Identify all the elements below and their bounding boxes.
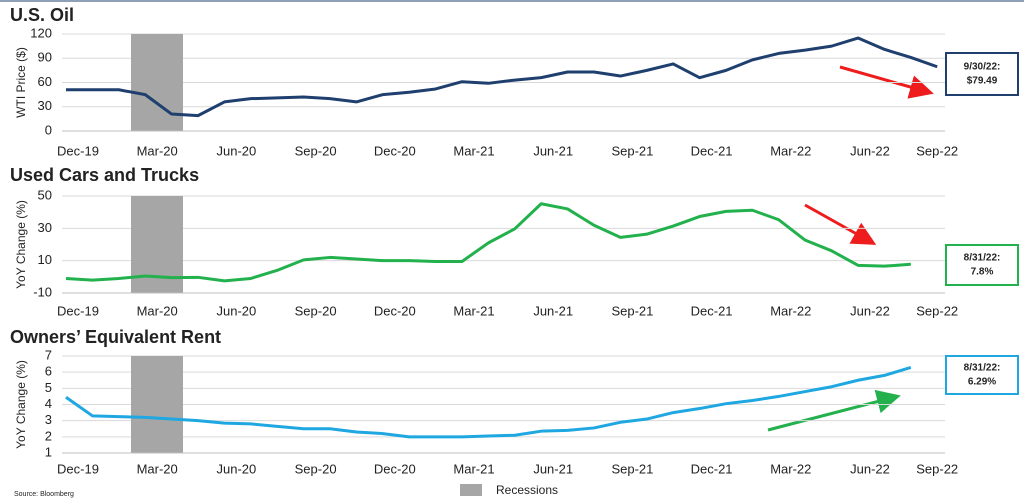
x-tick-label: Sep-21 [611,461,653,476]
x-tick-label: Dec-19 [57,461,99,476]
x-tick-label: Mar-22 [770,143,811,158]
x-tick-label: Jun-20 [217,143,257,158]
y-tick-label: 30 [38,98,52,113]
y-tick-label: 30 [38,220,52,235]
trend-arrow [804,203,877,245]
annotation-text: 8/31/22: [964,363,1001,374]
x-tick-label: Jun-22 [850,461,890,476]
annotation-text: 7.8% [971,267,994,278]
x-tick-label: Dec-21 [691,143,733,158]
x-tick-label: Mar-20 [137,461,178,476]
annotation-text: $79.49 [967,76,998,87]
x-tick-label: Sep-20 [295,461,337,476]
x-tick-label: Mar-22 [770,303,811,318]
x-tick-label: Jun-21 [533,303,573,318]
x-tick-label: Jun-22 [850,303,890,318]
y-tick-label: 5 [45,380,52,395]
x-tick-label: Jun-20 [217,303,257,318]
data-line [65,366,912,439]
x-tick-label: Jun-21 [533,461,573,476]
source: Source: Bloomberg [14,491,74,498]
y-tick-label: -10 [33,284,52,299]
y-axis-label: YoY Change (%) [14,200,28,289]
y-tick-label: 6 [45,364,52,379]
chart-title: Used Cars and Trucks [10,165,199,185]
y-tick-label: 0 [45,122,52,137]
x-tick-label: Sep-20 [295,303,337,318]
y-tick-label: 50 [38,187,52,202]
x-tick-label: Jun-21 [533,143,573,158]
y-tick-label: 120 [30,25,52,40]
x-tick-label: Dec-20 [374,303,416,318]
x-tick-label: Dec-21 [691,303,733,318]
data-line [66,36,938,118]
data-line [65,202,911,283]
y-tick-label: 90 [38,50,52,65]
x-tick-label: Jun-20 [217,461,257,476]
y-axis-label: WTI Price ($) [14,47,28,118]
x-tick-label: Dec-19 [57,143,99,158]
x-tick-label: Mar-21 [453,143,494,158]
chart-title: U.S. Oil [10,5,74,25]
y-axis-label: YoY Change (%) [14,360,28,449]
trend-arrow [767,389,901,432]
annotation-box [945,355,1019,395]
recession-band [131,34,183,131]
x-tick-label: Mar-22 [770,461,811,476]
annotation-text: 6.29% [968,377,996,388]
x-tick-label: Sep-22 [916,143,958,158]
x-tick-label: Dec-19 [57,303,99,318]
chart-title: Owners’ Equivalent Rent [10,327,221,347]
y-tick-label: 1 [45,444,52,459]
x-tick-label: Dec-20 [374,461,416,476]
y-tick-label: 2 [45,428,52,443]
y-tick-label: 10 [38,252,52,267]
x-tick-label: Sep-22 [916,303,958,318]
legend-swatch [460,484,482,496]
x-tick-label: Sep-21 [611,303,653,318]
y-tick-label: 60 [38,74,52,89]
annotation-box [945,244,1019,286]
x-tick-label: Mar-21 [453,303,494,318]
legend-label: Recessions [496,483,558,497]
annotation-text: 8/31/22: [964,253,1001,264]
x-tick-label: Mar-20 [137,303,178,318]
recession-band [131,356,183,453]
annotation-text: 9/30/22: [964,62,1001,73]
y-tick-label: 3 [45,412,52,427]
x-tick-label: Sep-21 [611,143,653,158]
x-tick-label: Dec-20 [374,143,416,158]
x-tick-label: Sep-22 [916,461,958,476]
trend-arrow [839,65,934,99]
x-tick-label: Jun-22 [850,143,890,158]
x-tick-label: Mar-21 [453,461,494,476]
y-tick-label: 4 [45,396,52,411]
annotation-box [945,52,1019,96]
x-tick-label: Mar-20 [137,143,178,158]
x-tick-label: Dec-21 [691,461,733,476]
y-tick-label: 7 [45,347,52,362]
x-tick-label: Sep-20 [295,143,337,158]
